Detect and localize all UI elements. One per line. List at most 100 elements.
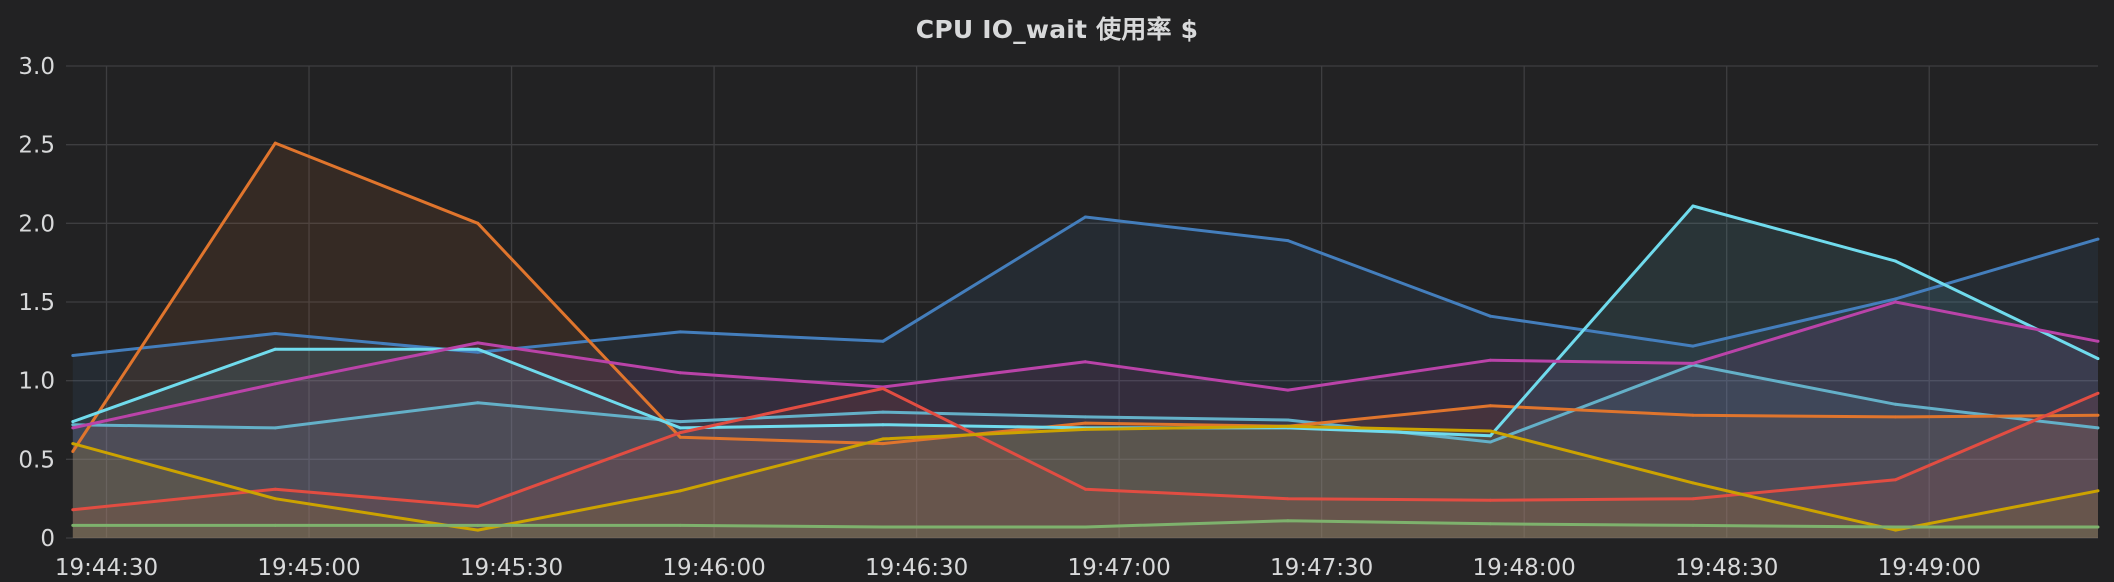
data-point [1488, 434, 1492, 438]
data-point [881, 410, 885, 414]
x-tick-label: 19:49:00 [1878, 555, 1981, 581]
data-point [2096, 237, 2100, 241]
data-point [71, 420, 75, 424]
data-point [1083, 215, 1087, 219]
data-point [678, 426, 682, 430]
series-area [72, 143, 2098, 538]
data-point [678, 420, 682, 424]
data-point [2096, 426, 2100, 430]
x-tick-label: 19:47:30 [1270, 555, 1373, 581]
panel-title[interactable]: CPU IO_wait 使用率 $ [915, 15, 1199, 44]
data-point [881, 423, 885, 427]
data-point [273, 382, 277, 386]
data-point [1488, 404, 1492, 408]
data-point [476, 350, 480, 354]
data-point [2096, 391, 2100, 395]
data-point [2096, 525, 2100, 529]
x-tick-label: 19:45:30 [460, 555, 563, 581]
data-point [71, 442, 75, 446]
x-tick-label: 19:47:00 [1067, 555, 1170, 581]
data-point [1894, 259, 1897, 263]
data-point [881, 387, 885, 390]
data-point [1894, 525, 1897, 529]
data-point [678, 489, 682, 493]
data-point [273, 426, 277, 430]
data-point [273, 141, 277, 145]
data-point [678, 523, 682, 527]
data-point [273, 332, 277, 335]
data-point [1286, 519, 1290, 523]
y-tick-label: 3.0 [18, 54, 55, 80]
data-point [273, 487, 277, 491]
x-tick-label: 19:46:00 [662, 555, 765, 581]
series-area [72, 426, 2098, 538]
y-tick-label: 0 [40, 526, 55, 552]
x-tick-label: 19:45:00 [257, 555, 360, 581]
data-point [1286, 388, 1290, 392]
data-point [881, 525, 885, 529]
series-area [72, 302, 2098, 538]
data-point [1691, 497, 1695, 501]
data-point [476, 401, 480, 405]
data-point [1894, 402, 1897, 406]
data-point [1488, 498, 1492, 502]
data-point [71, 423, 75, 427]
data-point [678, 435, 682, 439]
data-point [1488, 429, 1492, 433]
data-point [476, 341, 480, 345]
data-point [476, 523, 480, 527]
x-tick-label: 19:48:30 [1675, 555, 1778, 581]
data-point [476, 347, 480, 351]
data-point [476, 221, 480, 225]
data-point [881, 442, 885, 446]
data-point [71, 426, 75, 430]
x-tick-label: 19:44:30 [55, 555, 158, 581]
data-point [678, 431, 682, 435]
data-point [71, 450, 75, 453]
data-point [1286, 239, 1290, 243]
data-point [273, 497, 277, 501]
y-tick-label: 2.0 [18, 211, 55, 237]
data-point [71, 508, 75, 512]
data-point [2096, 413, 2100, 417]
data-point [1691, 204, 1695, 208]
data-point [1083, 421, 1087, 425]
data-point [1894, 297, 1897, 301]
data-point [71, 354, 75, 357]
data-point [71, 523, 75, 527]
data-point [881, 437, 885, 441]
data-point [1488, 522, 1492, 526]
data-point [273, 523, 277, 527]
data-point [1083, 525, 1087, 529]
data-point [2096, 339, 2100, 343]
y-tick-label: 0.5 [18, 447, 55, 473]
data-point [1488, 440, 1492, 444]
x-tick-label: 19:46:30 [865, 555, 968, 581]
data-point [2096, 357, 2100, 361]
data-point [1286, 418, 1290, 422]
data-point [1691, 361, 1695, 365]
data-point [1691, 481, 1695, 485]
data-point [1894, 528, 1897, 532]
data-point [1488, 314, 1492, 318]
data-point [1083, 487, 1087, 491]
data-point [1286, 497, 1290, 501]
data-point [476, 528, 480, 532]
data-point [678, 371, 682, 375]
data-point [1691, 413, 1695, 417]
data-point [1894, 300, 1897, 304]
data-point [1691, 344, 1695, 348]
data-point [1894, 415, 1897, 419]
data-point [881, 339, 885, 343]
data-point [1083, 360, 1087, 364]
data-point [273, 347, 277, 351]
y-tick-label: 2.5 [18, 133, 55, 159]
data-point [1083, 415, 1087, 419]
data-point [1083, 427, 1087, 431]
data-point [1286, 424, 1290, 428]
data-point [1691, 523, 1695, 527]
data-point [1488, 358, 1492, 362]
y-tick-label: 1.0 [18, 369, 55, 395]
